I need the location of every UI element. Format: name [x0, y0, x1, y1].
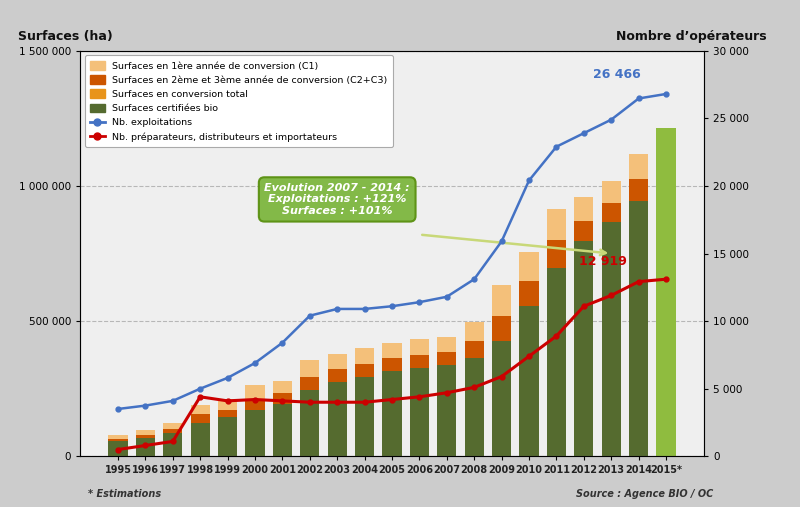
- Bar: [300, 360, 319, 377]
- Bar: [190, 414, 210, 422]
- Bar: [602, 181, 621, 203]
- Bar: [355, 364, 374, 377]
- Bar: [273, 404, 292, 456]
- Bar: [136, 434, 155, 438]
- Bar: [410, 355, 429, 368]
- Bar: [492, 285, 511, 316]
- Text: * Estimations: * Estimations: [88, 489, 161, 499]
- Text: 26 466: 26 466: [593, 68, 641, 81]
- Bar: [492, 316, 511, 341]
- Bar: [382, 371, 402, 456]
- Bar: [519, 252, 538, 280]
- Bar: [574, 221, 594, 241]
- Bar: [410, 340, 429, 355]
- Bar: [602, 223, 621, 456]
- Bar: [519, 280, 538, 306]
- Text: Nombre d’opérateurs: Nombre d’opérateurs: [616, 29, 766, 43]
- Bar: [657, 128, 676, 146]
- Bar: [574, 197, 594, 221]
- Bar: [163, 433, 182, 456]
- Bar: [629, 154, 648, 178]
- Bar: [108, 442, 127, 456]
- Bar: [519, 306, 538, 456]
- Bar: [465, 321, 484, 341]
- Bar: [300, 377, 319, 390]
- Bar: [273, 393, 292, 404]
- Bar: [327, 354, 346, 369]
- Bar: [465, 341, 484, 357]
- Bar: [136, 430, 155, 434]
- Bar: [438, 365, 457, 456]
- Bar: [300, 390, 319, 456]
- Bar: [547, 209, 566, 240]
- Bar: [327, 382, 346, 456]
- Bar: [190, 422, 210, 456]
- Bar: [547, 268, 566, 456]
- Bar: [382, 343, 402, 358]
- Bar: [273, 381, 292, 393]
- Bar: [547, 240, 566, 268]
- Bar: [246, 399, 265, 410]
- Bar: [190, 405, 210, 414]
- Bar: [657, 146, 676, 162]
- Bar: [246, 385, 265, 399]
- Bar: [574, 241, 594, 456]
- Bar: [108, 435, 127, 439]
- Text: Surfaces (ha): Surfaces (ha): [18, 29, 112, 43]
- Bar: [602, 203, 621, 223]
- Bar: [218, 410, 237, 417]
- Text: Evolution 2007 - 2014 :
Exploitations : +121%
Surfaces : +101%: Evolution 2007 - 2014 : Exploitations : …: [264, 183, 410, 216]
- Bar: [438, 337, 457, 352]
- Bar: [218, 417, 237, 456]
- Bar: [327, 369, 346, 382]
- Bar: [218, 399, 237, 410]
- Bar: [355, 348, 374, 364]
- Legend: Surfaces en 1ère année de conversion (C1), Surfaces en 2ème et 3ème année de con: Surfaces en 1ère année de conversion (C1…: [85, 55, 393, 147]
- Bar: [465, 357, 484, 456]
- Bar: [163, 429, 182, 433]
- Bar: [163, 423, 182, 429]
- Bar: [629, 178, 648, 201]
- Bar: [438, 352, 457, 365]
- Text: 12 919: 12 919: [579, 256, 627, 268]
- Bar: [492, 341, 511, 456]
- Bar: [629, 201, 648, 456]
- Bar: [108, 439, 127, 442]
- Bar: [246, 410, 265, 456]
- Bar: [355, 377, 374, 456]
- Text: Source : Agence BIO / OC: Source : Agence BIO / OC: [576, 489, 714, 499]
- Bar: [382, 358, 402, 371]
- Bar: [410, 368, 429, 456]
- Bar: [657, 162, 676, 456]
- Bar: [136, 438, 155, 456]
